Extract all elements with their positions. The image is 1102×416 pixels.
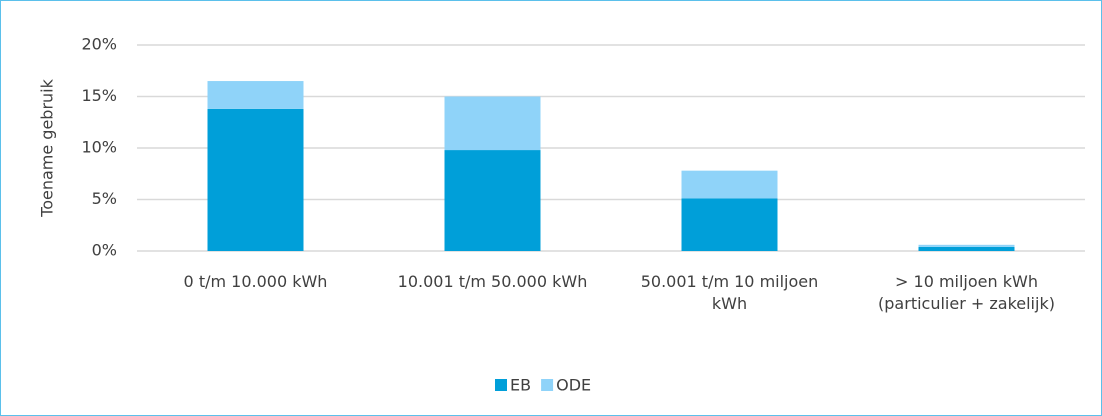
y-tick-label: 10% [81, 138, 117, 157]
bar-segment [207, 81, 304, 109]
y-axis-label: Toename gebruik [38, 78, 57, 217]
bar-segment [444, 96, 541, 151]
bar-segment [681, 198, 778, 251]
bar-segment [207, 108, 304, 251]
legend-swatch [495, 379, 507, 391]
bar-segment [918, 246, 1015, 251]
y-tick-label: 15% [81, 86, 117, 105]
y-tick-label: 20% [81, 35, 117, 54]
x-tick-label: 10.001 t/m 50.000 kWh [397, 272, 588, 291]
y-tick-label: 5% [92, 189, 117, 208]
y-tick-label: 0% [92, 241, 117, 260]
legend-swatch [541, 379, 554, 391]
bar-segment [444, 150, 541, 251]
bar-segment [681, 170, 778, 199]
x-tick-label: > 10 miljoen kWh (particulier + zakelijk… [878, 272, 1055, 313]
x-tick-label: 50.001 t/m 10 miljoen kWh [640, 272, 819, 313]
legend-label: ODE [556, 376, 591, 395]
legend-label: EB [510, 376, 531, 395]
bar-segment [918, 244, 1015, 247]
x-tick-label: 0 t/m 10.000 kWh [183, 272, 328, 291]
